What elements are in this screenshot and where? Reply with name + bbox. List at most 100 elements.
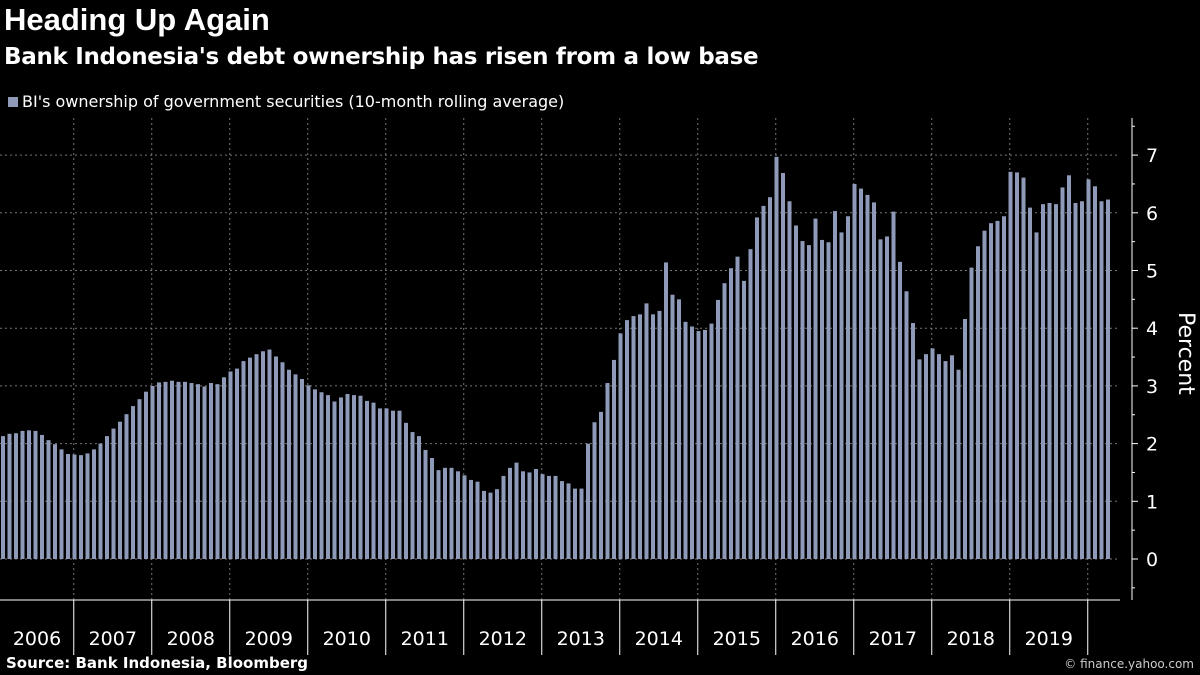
bar bbox=[404, 422, 408, 559]
bar bbox=[488, 492, 493, 559]
bar bbox=[982, 230, 987, 559]
bar bbox=[118, 421, 122, 559]
bar bbox=[254, 354, 259, 559]
bar bbox=[40, 434, 44, 559]
bar bbox=[657, 310, 662, 559]
bar bbox=[969, 267, 974, 559]
y-tick-label: 7 bbox=[1146, 145, 1158, 167]
bar bbox=[235, 368, 239, 559]
bar bbox=[332, 401, 337, 559]
bar bbox=[209, 383, 213, 559]
bar bbox=[761, 205, 766, 559]
bar bbox=[72, 454, 77, 559]
x-tick-label: 2014 bbox=[635, 628, 683, 650]
bar bbox=[1099, 201, 1104, 559]
bar bbox=[729, 268, 733, 559]
x-tick-label: 2006 bbox=[13, 628, 61, 650]
bar bbox=[443, 467, 447, 559]
y-axis-label: Percent bbox=[1173, 312, 1198, 395]
bar bbox=[462, 475, 467, 559]
bar bbox=[722, 283, 727, 559]
bar bbox=[560, 481, 564, 559]
bar bbox=[937, 354, 941, 559]
bar bbox=[547, 475, 551, 559]
bar bbox=[709, 323, 714, 559]
y-tick-label: 5 bbox=[1146, 261, 1158, 283]
bar bbox=[280, 362, 285, 559]
bar bbox=[241, 361, 246, 559]
bar bbox=[313, 389, 317, 559]
bar bbox=[677, 299, 681, 559]
bar bbox=[215, 384, 220, 559]
bar bbox=[111, 428, 116, 559]
bar bbox=[417, 436, 421, 559]
bar bbox=[826, 242, 831, 560]
bar bbox=[202, 386, 207, 559]
bar bbox=[1015, 172, 1019, 559]
bar bbox=[774, 156, 779, 559]
bar bbox=[579, 488, 584, 559]
bar bbox=[397, 410, 402, 559]
bar bbox=[742, 280, 746, 559]
bar bbox=[1054, 204, 1058, 559]
bar bbox=[306, 385, 311, 559]
bar bbox=[1041, 204, 1045, 559]
bar bbox=[651, 314, 655, 559]
bar bbox=[976, 246, 980, 560]
bar bbox=[410, 432, 415, 559]
bar bbox=[605, 383, 610, 559]
bar bbox=[79, 455, 83, 559]
legend: BI's ownership of government securities … bbox=[8, 92, 564, 111]
credit: © finance.yahoo.com bbox=[1064, 657, 1194, 671]
bar bbox=[189, 383, 194, 559]
x-tick-label: 2011 bbox=[401, 628, 449, 650]
x-tick-label: 2017 bbox=[869, 628, 917, 650]
bar bbox=[878, 239, 883, 560]
bar bbox=[319, 392, 324, 559]
bar bbox=[222, 377, 226, 559]
bar bbox=[716, 299, 720, 559]
bar bbox=[1034, 232, 1039, 559]
bar bbox=[124, 414, 129, 559]
bar bbox=[449, 467, 454, 559]
bar bbox=[514, 462, 519, 559]
bar bbox=[612, 359, 616, 559]
bar bbox=[508, 467, 512, 559]
bar bbox=[521, 471, 525, 559]
bar bbox=[989, 223, 993, 559]
bar bbox=[625, 320, 629, 559]
bar bbox=[930, 348, 935, 559]
bar bbox=[183, 381, 187, 559]
bar bbox=[995, 220, 1000, 560]
x-tick-label: 2015 bbox=[713, 628, 761, 650]
bar bbox=[384, 408, 389, 559]
bar bbox=[956, 369, 961, 559]
bar bbox=[1021, 177, 1026, 559]
bar bbox=[898, 261, 902, 559]
bar bbox=[423, 449, 428, 559]
bar bbox=[14, 433, 18, 559]
bar bbox=[670, 294, 675, 559]
bar bbox=[501, 475, 506, 559]
bar bbox=[267, 349, 272, 559]
bar bbox=[456, 471, 460, 559]
bar bbox=[378, 408, 382, 559]
bar bbox=[852, 183, 857, 559]
bar bbox=[963, 318, 967, 559]
bar bbox=[592, 422, 597, 559]
bar bbox=[1073, 202, 1078, 559]
bar bbox=[20, 430, 25, 559]
chart-subtitle: Bank Indonesia's debt ownership has rise… bbox=[4, 44, 759, 70]
bar bbox=[196, 384, 200, 559]
bar bbox=[872, 202, 876, 559]
bar bbox=[391, 410, 395, 559]
legend-label: BI's ownership of government securities … bbox=[22, 92, 565, 111]
bar bbox=[534, 468, 538, 559]
bar bbox=[53, 444, 57, 559]
bar bbox=[703, 329, 707, 559]
bar bbox=[768, 197, 772, 559]
x-tick-label: 2019 bbox=[1025, 628, 1073, 650]
bar bbox=[911, 323, 915, 559]
bar bbox=[345, 393, 350, 559]
